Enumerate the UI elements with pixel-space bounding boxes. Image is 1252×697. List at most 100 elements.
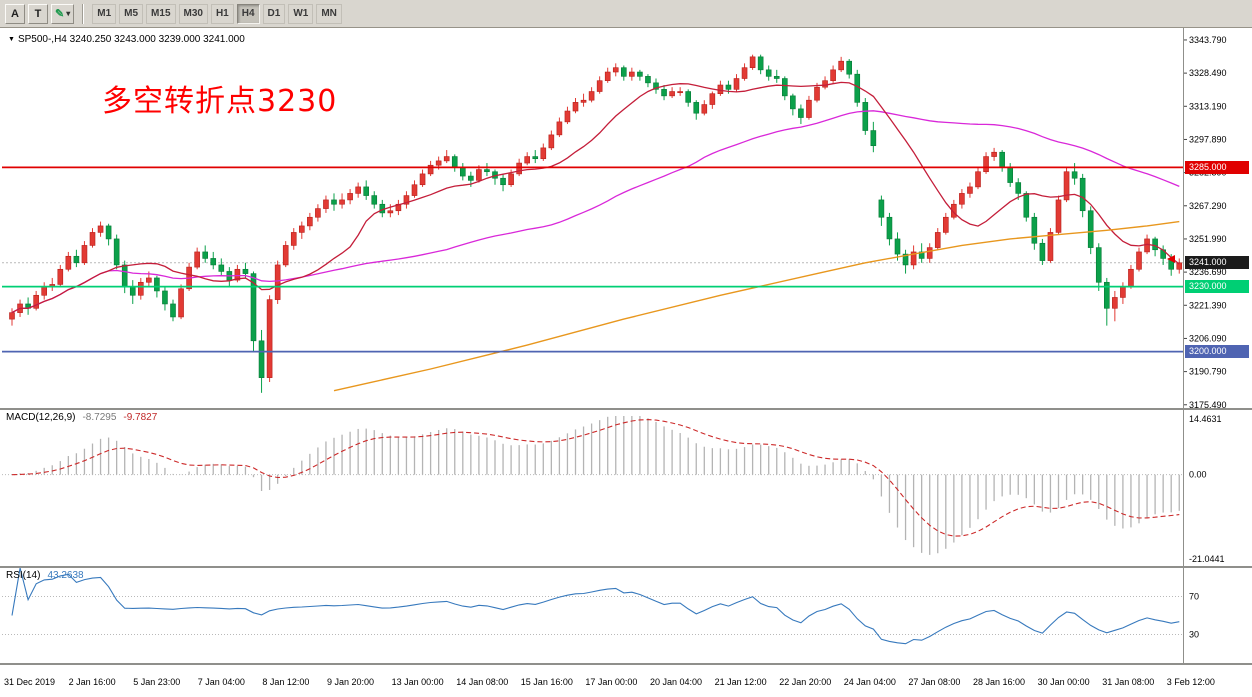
macd-signal-value: -9.7827 xyxy=(123,412,158,423)
candle-bearish xyxy=(371,195,378,205)
candle-bullish xyxy=(967,186,973,194)
candle-bearish xyxy=(870,130,877,147)
text-tool-button[interactable]: T xyxy=(28,3,48,24)
candle-bearish xyxy=(886,216,893,240)
timeframe-group: M1 M5 M15 M30 H1 H4 D1 W1 MN xyxy=(92,3,342,24)
rsi-line xyxy=(11,567,1180,645)
price-tag-level-3200[interactable]: 3200.000 xyxy=(1185,345,1249,359)
candle-bearish xyxy=(1015,182,1022,194)
candle-bearish xyxy=(725,84,732,90)
price-axis-tick: 3221.390 xyxy=(1189,300,1227,310)
ma-slow-line[interactable] xyxy=(11,110,1180,314)
price-tag-level-3285[interactable]: 3285.000 xyxy=(1185,160,1249,174)
candle-bullish xyxy=(194,251,200,268)
time-axis-label: 13 Jan 00:00 xyxy=(392,677,444,687)
arrow-mode-button[interactable]: A xyxy=(5,3,25,24)
panel-divider-macd-rsi[interactable] xyxy=(0,566,1252,568)
candle-bearish xyxy=(1039,242,1046,261)
price-axis-tick: 3297.890 xyxy=(1189,134,1227,144)
candle-bullish xyxy=(387,210,394,214)
candle-bearish xyxy=(218,264,225,272)
rsi-name: RSI(14) xyxy=(6,570,41,581)
candle-bearish xyxy=(258,340,265,378)
price-axis-tick: 3343.790 xyxy=(1189,35,1227,45)
panel-divider-rsi-timeaxis[interactable] xyxy=(0,663,1252,665)
macd-axis-zero: 0.00 xyxy=(1189,470,1207,480)
candle-bearish xyxy=(773,76,780,79)
candle-bearish xyxy=(459,167,466,177)
price-arrow-icon xyxy=(1167,255,1175,263)
candle-bullish xyxy=(749,56,756,68)
candle-bullish xyxy=(178,288,184,318)
panel-divider-main-macd[interactable] xyxy=(0,408,1252,410)
candle-bullish xyxy=(629,71,635,77)
rsi-panel: 70 30 xyxy=(2,567,1199,645)
candle-bullish xyxy=(81,245,88,264)
candle-bullish xyxy=(97,225,104,233)
time-axis-label: 24 Jan 04:00 xyxy=(844,677,896,687)
drawing-tools-dropdown-button[interactable]: ✎ ▾ xyxy=(51,3,75,24)
candle-bullish xyxy=(677,91,683,94)
candle-bullish xyxy=(282,245,289,266)
symbol-ohlc-text: SP500-,H4 3240.250 3243.000 3239.000 324… xyxy=(17,34,245,45)
ma-long-line[interactable] xyxy=(333,220,1180,392)
macd-axis-max: 14.4631 xyxy=(1189,414,1222,424)
time-axis-label: 31 Jan 08:00 xyxy=(1102,677,1154,687)
candle-bullish xyxy=(65,255,72,270)
candle-bearish xyxy=(661,89,667,97)
time-axis-label: 31 Dec 2019 xyxy=(4,677,55,687)
ma-fast-line[interactable] xyxy=(11,81,1180,314)
timeframe-button-m30[interactable]: M30 xyxy=(178,3,208,24)
time-axis-label: 5 Jan 23:00 xyxy=(133,677,180,687)
candle-bullish xyxy=(1120,286,1126,298)
timeframe-button-mn[interactable]: MN xyxy=(316,3,342,24)
candle-bullish xyxy=(830,69,836,81)
candle-bullish xyxy=(355,186,361,194)
price-axis-tick: 3190.790 xyxy=(1189,367,1227,377)
macd-axis-min: -21.0441 xyxy=(1189,554,1225,564)
price-axis-tick: 3267.290 xyxy=(1189,201,1227,211)
draw-tool-icon: ✎ xyxy=(55,8,65,20)
timeframe-button-w1[interactable]: W1 xyxy=(288,3,314,24)
candle-bearish xyxy=(363,186,370,196)
timeframe-button-m5[interactable]: M5 xyxy=(119,3,144,24)
price-axis-tick: 3328.490 xyxy=(1189,68,1227,78)
candle-bullish xyxy=(580,99,587,103)
candle-bullish xyxy=(443,156,450,162)
price-tag-level-3230[interactable]: 3230.000 xyxy=(1185,280,1249,294)
candle-bearish xyxy=(451,156,458,168)
timeframe-button-m1[interactable]: M1 xyxy=(92,3,117,24)
time-axis-label: 22 Jan 20:00 xyxy=(779,677,831,687)
annotation-text-object[interactable]: 多空转折点3230 xyxy=(102,84,338,119)
time-axis-label: 28 Jan 16:00 xyxy=(973,677,1025,687)
macd-name: MACD(12,26,9) xyxy=(6,412,76,423)
candle-bearish xyxy=(1104,281,1110,309)
rsi-axis-level: 30 xyxy=(1189,630,1199,640)
candle-bullish xyxy=(290,232,297,246)
candle-bullish xyxy=(1144,238,1150,253)
candle-bearish xyxy=(129,286,136,296)
chart-canvas[interactable]: 3343.7903328.4903313.1903297.8903282.590… xyxy=(0,28,1252,697)
candle-bullish xyxy=(516,162,522,175)
candle-bullish xyxy=(975,171,981,188)
timeframe-button-d1[interactable]: D1 xyxy=(262,3,286,24)
timeframe-button-h4[interactable]: H4 xyxy=(236,3,260,24)
candle-bearish xyxy=(757,56,764,71)
candle-bullish xyxy=(717,84,724,94)
candle-bearish xyxy=(846,60,853,75)
candle-bullish xyxy=(307,216,313,227)
timeframe-button-h1[interactable]: H1 xyxy=(210,3,234,24)
candle-bearish xyxy=(500,177,506,186)
candle-bullish xyxy=(9,312,15,320)
candle-bullish xyxy=(234,268,241,281)
candle-bullish xyxy=(709,93,716,105)
candle-bearish xyxy=(73,255,80,264)
time-axis-label: 2 Jan 16:00 xyxy=(69,677,116,687)
candle-bullish xyxy=(435,160,442,166)
candle-bullish xyxy=(508,173,514,186)
candle-bullish xyxy=(701,104,708,114)
candle-bearish xyxy=(250,273,257,342)
chart-area[interactable]: 3343.7903328.4903313.1903297.8903282.590… xyxy=(0,28,1252,697)
timeframe-button-m15[interactable]: M15 xyxy=(146,3,176,24)
